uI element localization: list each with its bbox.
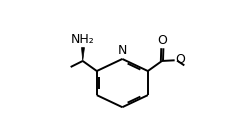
Text: O: O xyxy=(158,34,167,47)
Text: N: N xyxy=(118,44,127,57)
Text: O: O xyxy=(176,53,185,66)
Text: NH₂: NH₂ xyxy=(71,33,95,46)
Polygon shape xyxy=(82,48,84,61)
